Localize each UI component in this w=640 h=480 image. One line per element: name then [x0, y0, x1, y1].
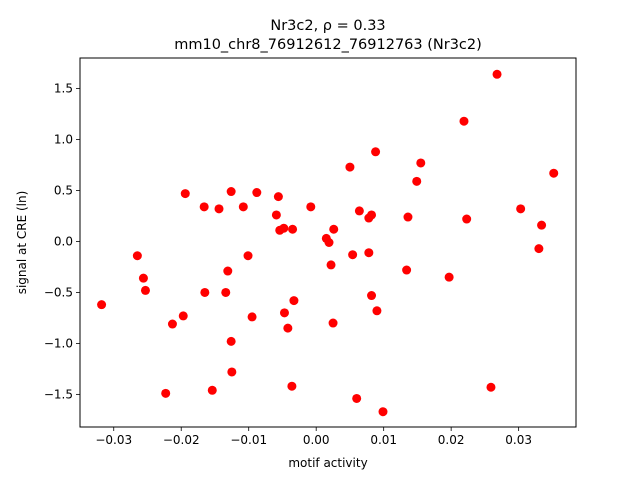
- y-tick-label: −1.5: [44, 387, 73, 401]
- data-point-8: [180, 189, 190, 199]
- data-point-36: [329, 224, 339, 234]
- data-point-11: [207, 385, 217, 395]
- y-axis-label: signal at CRE (ln): [15, 191, 29, 295]
- y-tick-label: −0.5: [44, 285, 73, 299]
- x-tick-label: −0.03: [95, 433, 132, 447]
- data-point-15: [226, 187, 236, 197]
- data-point-23: [273, 192, 283, 202]
- data-point-47: [378, 407, 388, 417]
- data-point-1: [97, 300, 107, 310]
- x-tick-label: −0.01: [230, 433, 267, 447]
- data-point-59: [537, 220, 547, 230]
- data-point-52: [444, 272, 454, 282]
- data-point-25: [279, 223, 289, 233]
- data-point-20: [247, 312, 257, 322]
- y-tick-label: 1.0: [54, 133, 73, 147]
- chart-title-line-1: Nr3c2, ρ = 0.33: [270, 18, 385, 34]
- data-point-28: [287, 381, 297, 391]
- chart-title-line-2: mm10_chr8_76912612_76912763 (Nr3c2): [174, 37, 482, 53]
- data-point-60: [549, 168, 559, 178]
- y-tick-label: 0.5: [54, 184, 73, 198]
- data-point-48: [402, 265, 412, 275]
- data-point-41: [364, 248, 374, 258]
- y-tick-label: 0.0: [54, 234, 73, 248]
- data-point-22: [271, 210, 281, 220]
- data-point-58: [534, 244, 544, 254]
- data-point-39: [352, 393, 362, 403]
- data-point-3: [138, 273, 148, 283]
- data-point-56: [492, 69, 502, 79]
- data-points: [97, 69, 559, 417]
- data-point-40: [354, 206, 364, 216]
- y-tick-label: −1.0: [44, 336, 73, 350]
- data-point-55: [486, 382, 496, 392]
- data-point-35: [328, 318, 338, 328]
- y-axis-ticks: −1.5 −1.0 −0.5 0.0 0.5 1.0 1.5: [44, 82, 80, 401]
- data-point-30: [289, 296, 299, 306]
- y-tick-label: 1.5: [54, 82, 73, 96]
- x-tick-label: 0.01: [370, 433, 397, 447]
- data-point-38: [348, 250, 358, 260]
- data-point-10: [200, 287, 210, 297]
- data-point-19: [243, 251, 253, 261]
- data-point-26: [279, 308, 289, 318]
- data-point-49: [403, 212, 413, 222]
- data-point-17: [227, 367, 237, 377]
- x-tick-label: 0.02: [438, 433, 465, 447]
- data-point-43: [367, 210, 377, 220]
- data-point-31: [306, 202, 316, 212]
- data-point-18: [238, 202, 248, 212]
- data-point-54: [462, 214, 472, 224]
- data-point-51: [416, 158, 426, 168]
- data-point-29: [288, 224, 298, 234]
- data-point-2: [132, 251, 142, 261]
- data-point-46: [372, 306, 382, 316]
- data-point-14: [223, 266, 233, 276]
- data-point-4: [140, 285, 150, 295]
- data-point-7: [178, 311, 188, 321]
- data-point-5: [161, 388, 171, 398]
- x-tick-label: −0.02: [163, 433, 200, 447]
- data-point-44: [367, 291, 377, 301]
- data-point-34: [326, 260, 336, 270]
- data-point-53: [459, 116, 469, 126]
- x-axis-ticks: −0.03 −0.02 −0.01 0.00 0.01 0.02 0.03: [95, 427, 532, 447]
- data-point-37: [345, 162, 355, 172]
- data-point-12: [214, 204, 224, 214]
- data-point-57: [516, 204, 526, 214]
- data-point-45: [371, 147, 381, 157]
- data-point-13: [221, 287, 231, 297]
- x-axis-label: motif activity: [288, 456, 367, 470]
- data-point-50: [412, 176, 422, 186]
- x-tick-label: 0.00: [303, 433, 330, 447]
- data-point-27: [283, 323, 293, 333]
- plot-frame: [79, 57, 577, 428]
- data-point-9: [199, 202, 209, 212]
- data-point-33: [324, 238, 334, 247]
- data-point-6: [167, 319, 177, 329]
- data-point-16: [226, 336, 236, 346]
- x-tick-label: 0.03: [505, 433, 532, 447]
- data-point-21: [252, 188, 262, 198]
